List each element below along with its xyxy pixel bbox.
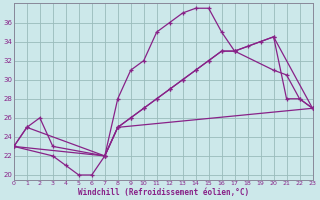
X-axis label: Windchill (Refroidissement éolien,°C): Windchill (Refroidissement éolien,°C)	[78, 188, 249, 197]
